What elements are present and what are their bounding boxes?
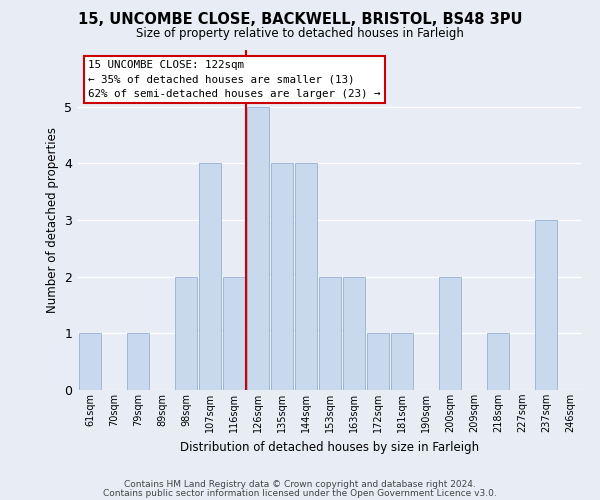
Bar [271,164,293,390]
Bar [439,276,461,390]
Text: Contains HM Land Registry data © Crown copyright and database right 2024.: Contains HM Land Registry data © Crown c… [124,480,476,489]
Text: Size of property relative to detached houses in Farleigh: Size of property relative to detached ho… [136,28,464,40]
Bar [295,164,317,390]
Bar [319,276,341,390]
X-axis label: Distribution of detached houses by size in Farleigh: Distribution of detached houses by size … [181,440,479,454]
Bar [247,106,269,390]
Bar [199,164,221,390]
Bar [487,334,509,390]
Bar [343,276,365,390]
Text: Contains public sector information licensed under the Open Government Licence v3: Contains public sector information licen… [103,489,497,498]
Bar [127,334,149,390]
Text: 15, UNCOMBE CLOSE, BACKWELL, BRISTOL, BS48 3PU: 15, UNCOMBE CLOSE, BACKWELL, BRISTOL, BS… [78,12,522,28]
Bar [175,276,197,390]
Y-axis label: Number of detached properties: Number of detached properties [46,127,59,313]
Bar [391,334,413,390]
Bar [223,276,245,390]
Bar [535,220,557,390]
Bar [79,334,101,390]
Bar [367,334,389,390]
Text: 15 UNCOMBE CLOSE: 122sqm
← 35% of detached houses are smaller (13)
62% of semi-d: 15 UNCOMBE CLOSE: 122sqm ← 35% of detach… [88,60,380,99]
